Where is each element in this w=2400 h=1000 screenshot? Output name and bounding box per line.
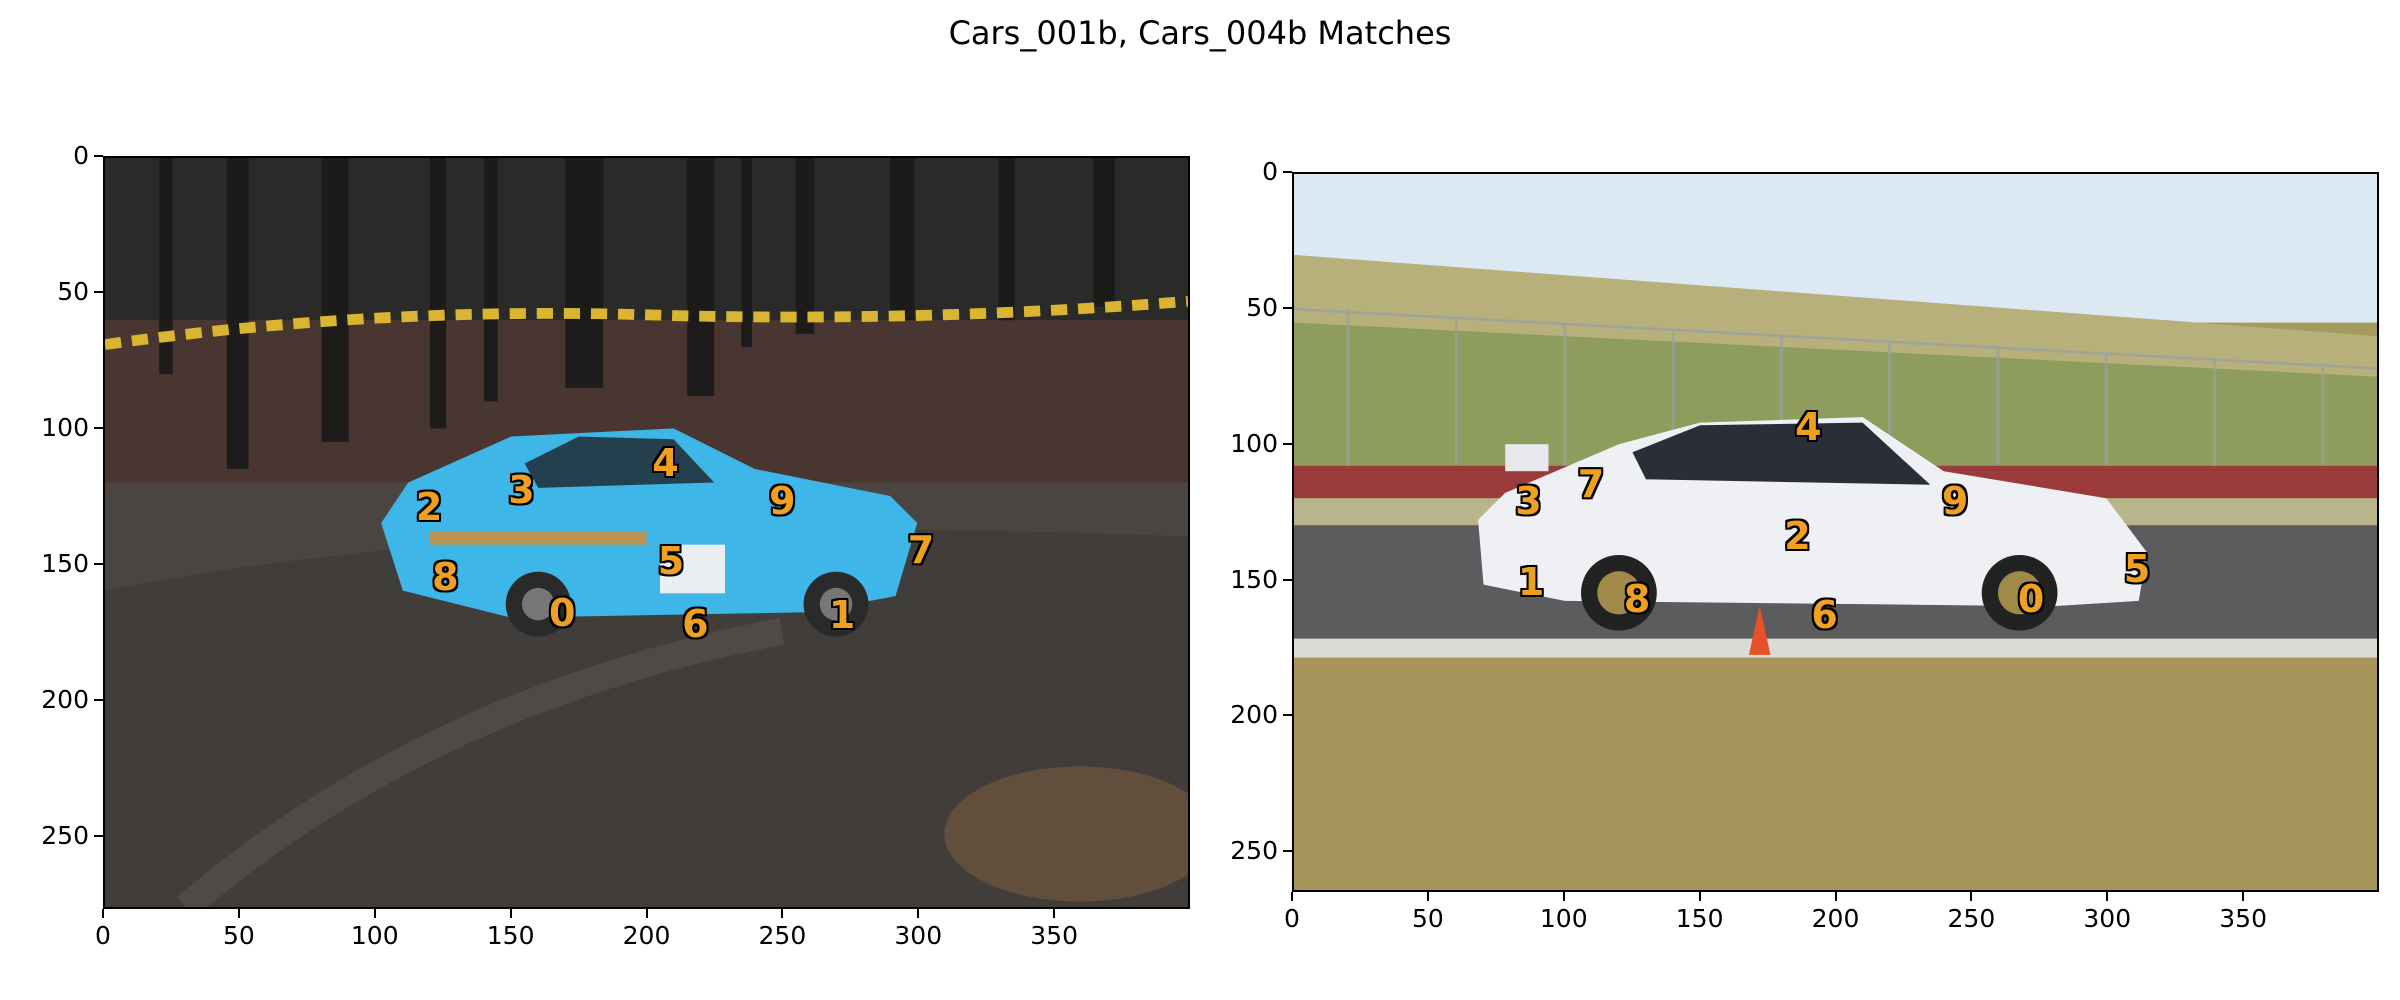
xtick-label: 350 [1030,921,1078,950]
keypoint-label: 7 [1577,462,1605,507]
ytick-mark [94,562,103,565]
keypoint-label: 2 [1784,514,1811,559]
xtick-mark [781,909,784,918]
keypoint-label: 4 [1795,405,1822,450]
xtick-label: 300 [2083,904,2132,933]
keypoint-label: 5 [2123,546,2151,591]
xtick-label: 100 [350,921,399,950]
xtick-label: 0 [95,921,111,950]
xtick-label: 150 [486,921,535,950]
xtick-label: 150 [1675,904,1724,933]
photo-cars-001b [105,158,1188,907]
xtick-mark [2106,892,2109,901]
ytick-mark [94,426,103,429]
keypoint-label: 8 [1623,576,1651,621]
xtick-label: 0 [1284,904,1300,933]
xtick-mark [1970,892,1973,901]
keypoint-label: 9 [769,479,796,524]
xtick-mark [1426,892,1429,901]
keypoint-label: 3 [508,468,535,513]
xtick-label: 50 [222,921,255,950]
ytick-label: 100 [1230,428,1278,458]
xtick-mark [917,909,920,918]
keypoint-label: 7 [907,528,935,573]
ytick-mark [94,834,103,837]
image-cars-004b [1292,172,2379,892]
xtick-mark [373,909,376,918]
ytick-mark [1283,578,1292,581]
ytick-label: 200 [1230,700,1278,730]
ytick-mark [94,698,103,701]
xtick-label: 100 [1539,904,1588,933]
xtick-label: 200 [622,921,671,950]
ytick-mark [94,290,103,293]
figure-title: Cars_001b, Cars_004b Matches [948,14,1452,52]
xtick-label: 50 [1411,904,1444,933]
ytick-mark [1283,171,1292,173]
keypoint-label: 4 [652,441,679,486]
xtick-mark [1698,892,1701,901]
xtick-mark [1053,909,1056,918]
xtick-mark [509,909,512,918]
ytick-mark [1283,850,1292,853]
keypoint-label: 9 [1941,478,1969,523]
ytick-label: 50 [57,276,89,306]
ytick-mark [94,155,103,157]
keypoint-label: 1 [1517,560,1545,605]
keypoint-label: 1 [828,593,856,638]
ytick-label: 150 [41,548,89,578]
keypoint-label: 6 [1811,592,1838,637]
ytick-mark [1283,306,1292,309]
keypoint-label: 6 [682,601,709,646]
xtick-mark [645,909,648,918]
ytick-label: 0 [1262,157,1278,186]
xtick-label: 350 [2219,904,2267,933]
keypoint-label: 0 [549,590,576,635]
ytick-label: 150 [1230,564,1278,594]
xtick-mark [237,909,240,918]
xtick-label: 250 [758,921,807,950]
photo-cars-004b [1294,174,2377,890]
xtick-label: 300 [894,921,943,950]
ytick-mark [1283,714,1292,717]
keypoint-label: 0 [2017,576,2045,621]
xtick-mark [1562,892,1565,901]
ytick-label: 100 [41,412,89,442]
keypoint-label: 5 [657,539,685,584]
keypoint-label: 8 [432,555,459,600]
keypoint-label: 3 [1515,478,1542,523]
ytick-label: 200 [41,684,89,714]
xtick-label: 200 [1811,904,1860,933]
keypoint-label: 2 [415,484,443,529]
image-cars-001b [103,156,1190,909]
xtick-mark [1291,892,1293,901]
xtick-mark [102,909,104,918]
xtick-label: 250 [1947,904,1996,933]
ytick-mark [1283,442,1292,445]
ytick-label: 50 [1246,292,1278,322]
xtick-mark [1834,892,1837,901]
ytick-label: 250 [1230,836,1278,866]
xtick-mark [2242,892,2245,901]
ytick-label: 0 [73,141,89,170]
ytick-label: 250 [41,820,89,850]
